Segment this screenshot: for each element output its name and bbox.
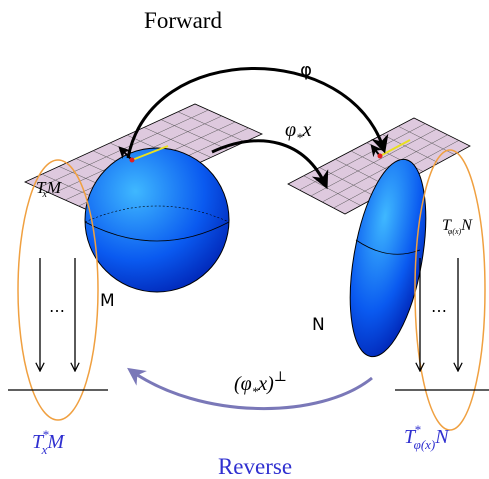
point [378, 154, 383, 159]
cotangent-label: T*φ(x)N [404, 422, 450, 452]
symbol: M [46, 178, 62, 197]
sphere-m [85, 148, 229, 292]
symbol: N [434, 426, 450, 448]
manifold-label: N [312, 315, 325, 335]
cotangent-ellipse [415, 150, 485, 430]
map-label: φ [300, 60, 312, 81]
superscript: * [414, 422, 421, 437]
symbol: (φ [234, 373, 252, 395]
dots: ⋯ [49, 303, 65, 320]
tangent-label: Tφ(x)N [442, 217, 473, 236]
symbol: x [302, 119, 312, 141]
symbol: N [460, 217, 473, 234]
subscript: φ(x) [448, 227, 462, 236]
symbol: M [46, 431, 65, 453]
point [130, 158, 135, 163]
cotangent-ellipse [18, 160, 98, 420]
manifold-label: M [100, 291, 115, 311]
symbol: x) [257, 373, 274, 395]
pushforward-label: φ*x [285, 119, 312, 145]
forward-title: Forward [144, 8, 222, 33]
symbol: φ [285, 119, 296, 141]
diagram: Forward Reverse φ φ*x TxM Tφ(x)N M N ⋯ ⋯… [0, 0, 489, 479]
reverse-title: Reverse [218, 454, 292, 479]
subscript: φ(x) [414, 437, 436, 452]
orthogonal-label: (φ*x)⊥ [234, 370, 287, 399]
superscript: ⊥ [274, 370, 287, 385]
cotangent-label: T*xM [32, 427, 65, 457]
tangent-label: TxM [36, 178, 62, 200]
dots: ⋯ [431, 303, 447, 320]
